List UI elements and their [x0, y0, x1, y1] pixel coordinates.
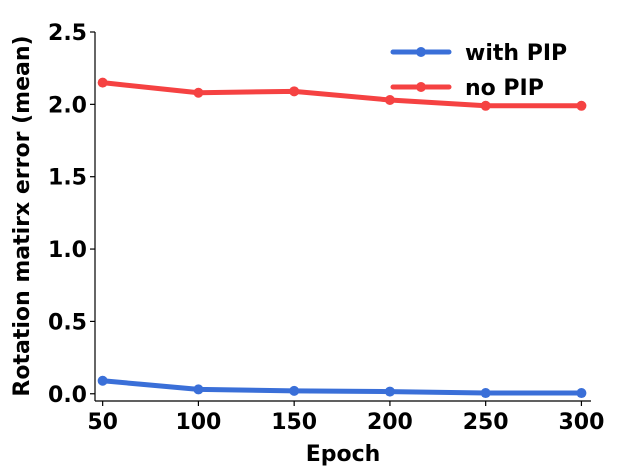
y-tick-label: 0.5 [48, 310, 87, 335]
data-point-no-pip [480, 100, 491, 111]
legend-marker [416, 82, 426, 92]
x-tick-label: 100 [175, 410, 221, 435]
data-point-no-pip [384, 95, 395, 106]
x-tick-label: 200 [367, 410, 413, 435]
legend-marker [416, 47, 426, 57]
data-point-no-pip [193, 87, 204, 98]
y-tick-label: 2.5 [48, 21, 87, 46]
data-point-no-pip [576, 100, 587, 111]
axes: 50 100 150 200 250 300 0.0 0.5 1.0 1.5 2.0 2.5 [48, 21, 604, 435]
legend-label: with PIP [465, 41, 567, 66]
series-line-no-pip [100, 80, 584, 109]
x-axis-title: Epoch [306, 442, 381, 467]
x-tick-label: 150 [271, 410, 317, 435]
data-point-no-pip [97, 77, 108, 88]
legend-item: with PIP [390, 41, 567, 66]
x-tick-label: 250 [463, 410, 509, 435]
series-layer [97, 77, 587, 399]
y-axis-title: Rotation matirx error (mean) [10, 35, 35, 396]
data-point-with-pip [480, 388, 491, 399]
data-point-with-pip [384, 386, 395, 397]
series-no-pip [97, 77, 587, 111]
series-line-with-pip [100, 378, 584, 396]
y-tick-label: 1.5 [48, 166, 87, 191]
legend-item: no PIP [390, 76, 544, 101]
y-tick-label: 2.0 [48, 93, 87, 118]
data-point-with-pip [97, 375, 108, 386]
y-tick-label: 1.0 [48, 238, 87, 263]
data-point-with-pip [576, 388, 587, 399]
series-with-pip [97, 375, 587, 399]
data-point-with-pip [193, 384, 204, 395]
legend: with PIP no PIP [390, 41, 567, 101]
x-tick-label: 300 [558, 410, 604, 435]
legend-label: no PIP [465, 76, 544, 101]
data-point-no-pip [289, 86, 300, 97]
x-tick-label: 50 [87, 410, 118, 435]
data-point-with-pip [289, 385, 300, 396]
y-tick-label: 0.0 [48, 383, 87, 408]
